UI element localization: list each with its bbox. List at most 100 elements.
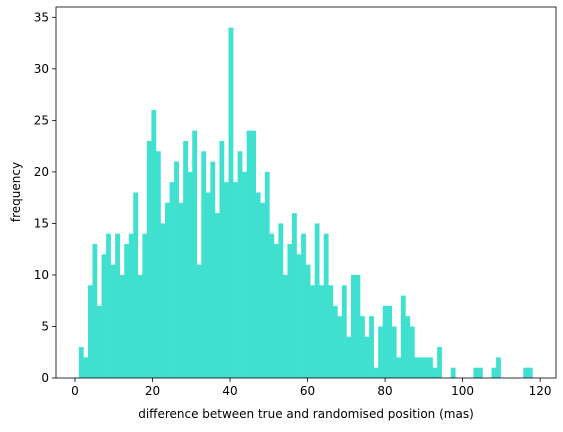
bar — [223, 182, 229, 378]
bar — [396, 357, 402, 378]
bar — [255, 192, 261, 378]
bar — [409, 326, 415, 378]
bar — [473, 367, 479, 378]
bar — [296, 254, 302, 378]
bar — [196, 264, 202, 378]
bar — [378, 326, 384, 378]
bar — [78, 347, 84, 378]
y-tick-label: 5 — [41, 319, 49, 333]
bar — [192, 130, 198, 378]
bar — [124, 244, 130, 378]
bar — [310, 285, 315, 378]
bar — [496, 357, 501, 378]
bar — [92, 244, 98, 378]
bar — [400, 295, 406, 378]
bar — [341, 285, 347, 378]
bar — [155, 151, 161, 378]
bar — [242, 171, 247, 378]
bar — [110, 264, 116, 378]
bar — [142, 233, 148, 378]
bar — [83, 357, 89, 378]
x-tick-label: 40 — [222, 384, 237, 398]
bar — [477, 367, 483, 378]
bar — [233, 182, 238, 378]
bar — [328, 285, 334, 378]
bar — [337, 316, 343, 378]
bar — [251, 130, 257, 378]
y-tick-label: 35 — [34, 10, 49, 24]
bar — [174, 161, 179, 378]
x-tick-label: 120 — [529, 384, 552, 398]
bar — [382, 305, 388, 378]
bar — [292, 213, 297, 378]
bar — [391, 326, 397, 378]
plot-frame — [55, 6, 557, 379]
bar — [323, 233, 329, 378]
y-tick-label: 20 — [34, 165, 49, 179]
bar — [278, 223, 284, 378]
bar — [264, 171, 270, 378]
x-tick-label: 80 — [377, 384, 392, 398]
bar — [360, 316, 365, 378]
bar — [414, 357, 420, 378]
x-tick-label: 0 — [71, 384, 79, 398]
bar — [450, 367, 456, 378]
bar — [355, 274, 361, 378]
bar — [246, 130, 252, 378]
bar — [137, 274, 143, 378]
bar — [350, 274, 356, 378]
bar — [178, 202, 184, 378]
bar — [210, 161, 216, 378]
bar — [146, 140, 152, 378]
y-tick-label: 30 — [34, 62, 49, 76]
bar — [423, 357, 429, 378]
bar — [527, 367, 533, 378]
bar — [332, 305, 338, 378]
bar — [205, 192, 211, 378]
bar — [491, 367, 497, 378]
bar — [169, 182, 175, 378]
bar — [133, 192, 139, 378]
bar — [287, 244, 293, 378]
bar — [214, 213, 220, 378]
bar — [387, 305, 393, 378]
bar — [437, 347, 442, 378]
bar — [187, 171, 193, 378]
bar — [523, 367, 529, 378]
bar — [151, 110, 157, 379]
y-tick-label: 15 — [34, 216, 49, 230]
bar — [119, 274, 125, 378]
y-tick-label: 0 — [41, 371, 49, 385]
bar — [237, 151, 243, 378]
bar — [346, 336, 352, 378]
bar — [282, 274, 288, 378]
bar — [101, 254, 107, 378]
bar — [87, 285, 93, 378]
bar — [165, 202, 170, 378]
bar — [418, 357, 424, 378]
bar — [369, 316, 374, 378]
bar — [260, 202, 266, 378]
bar — [273, 244, 279, 378]
x-tick-label: 60 — [300, 384, 315, 398]
y-tick-label: 10 — [34, 268, 49, 282]
bar — [115, 233, 120, 378]
bar — [319, 285, 325, 378]
bar — [228, 27, 234, 378]
bar — [301, 233, 306, 378]
bar — [364, 336, 370, 378]
bar — [432, 367, 438, 378]
bar — [97, 305, 102, 378]
bar — [373, 367, 379, 378]
bar — [219, 140, 225, 378]
bar — [305, 264, 311, 378]
bar — [201, 151, 207, 378]
bar — [160, 223, 166, 378]
y-tick-label: 25 — [34, 113, 49, 127]
x-tick-label: 100 — [451, 384, 474, 398]
y-axis-label: frequency — [9, 162, 23, 222]
bar — [128, 233, 134, 378]
bar — [314, 223, 320, 378]
x-tick-label: 20 — [145, 384, 160, 398]
